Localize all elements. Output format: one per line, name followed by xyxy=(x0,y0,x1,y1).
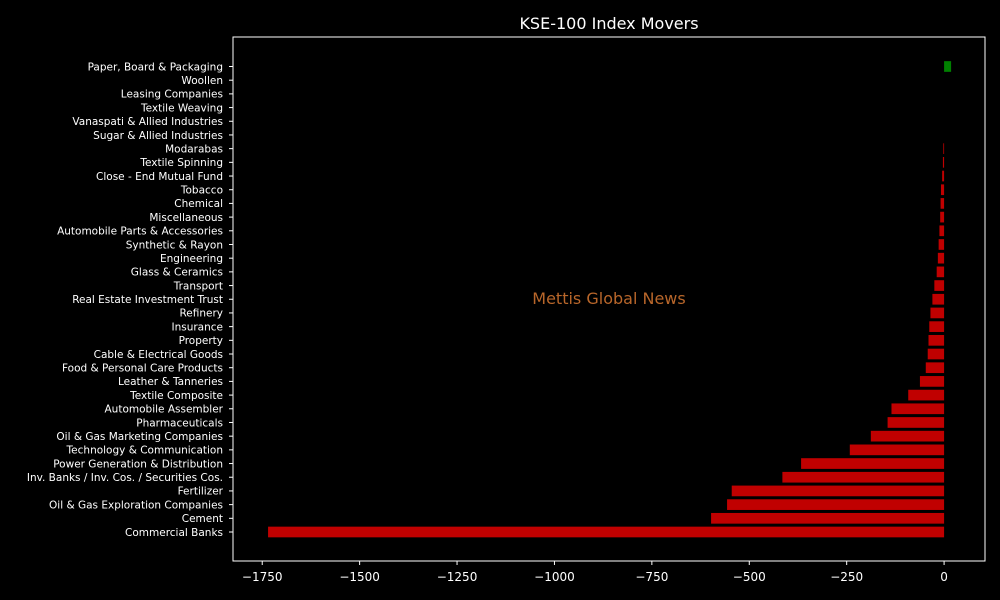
watermark-text: Mettis Global News xyxy=(532,289,685,308)
category-label: Real Estate Investment Trust xyxy=(72,294,223,306)
x-tick-label: −1250 xyxy=(437,570,478,584)
category-label: Automobile Parts & Accessories xyxy=(57,226,223,238)
category-label: Inv. Banks / Inv. Cos. / Securities Cos. xyxy=(27,472,223,484)
bar xyxy=(940,184,945,196)
category-label: Power Generation & Distribution xyxy=(53,458,223,470)
category-label: Sugar & Allied Industries xyxy=(93,130,223,142)
x-tick-label: −1500 xyxy=(339,570,380,584)
category-label: Fertilizer xyxy=(178,486,224,498)
category-label: Oil & Gas Marketing Companies xyxy=(56,431,223,443)
bar xyxy=(731,485,945,497)
bar xyxy=(938,239,945,250)
bar xyxy=(939,225,945,237)
bar xyxy=(925,362,945,374)
category-label: Oil & Gas Exploration Companies xyxy=(49,499,223,511)
bar xyxy=(727,499,945,510)
category-label: Cement xyxy=(182,513,223,525)
category-label: Leather & Tanneries xyxy=(118,376,223,388)
bar xyxy=(932,293,945,305)
bar xyxy=(940,211,945,223)
category-label: Pharmaceuticals xyxy=(136,417,223,429)
bar xyxy=(268,526,945,538)
category-label: Property xyxy=(179,335,223,347)
bar xyxy=(782,471,945,483)
category-label: Automobile Assembler xyxy=(105,404,224,416)
category-label: Tobacco xyxy=(180,185,223,197)
category-label: Food & Personal Care Products xyxy=(62,363,223,375)
bar xyxy=(940,198,945,209)
category-label: Textile Weaving xyxy=(140,102,223,114)
bar xyxy=(919,376,945,387)
category-label: Miscellaneous xyxy=(149,212,223,224)
bar xyxy=(943,143,945,154)
category-label: Chemical xyxy=(174,198,223,210)
x-axis-ticks: −1750 −1500 −1250 −1000 −750 −500 −250 0 xyxy=(242,561,948,584)
category-label: Textile Spinning xyxy=(139,157,223,169)
category-label: Modarabas xyxy=(165,143,223,155)
x-tick-label: −1000 xyxy=(534,570,575,584)
category-label: Synthetic & Rayon xyxy=(126,239,223,251)
bar xyxy=(927,348,945,360)
x-tick-label: 0 xyxy=(940,570,948,584)
x-tick-label: −750 xyxy=(635,570,668,584)
category-label: Leasing Companies xyxy=(121,89,223,101)
category-label: Technology & Communication xyxy=(66,445,223,457)
bar xyxy=(870,430,945,442)
category-label: Insurance xyxy=(171,321,223,333)
bar xyxy=(944,61,952,72)
bar xyxy=(937,252,945,264)
bar xyxy=(891,403,945,415)
bar xyxy=(934,280,945,291)
category-labels: Paper, Board & Packaging Woollen Leasing C… xyxy=(27,61,233,539)
category-label: Paper, Board & Packaging xyxy=(88,61,223,73)
category-label: Transport xyxy=(173,280,223,292)
category-label: Vanaspati & Allied Industries xyxy=(72,116,223,128)
bar xyxy=(936,266,945,278)
bar xyxy=(928,334,945,346)
category-label: Close - End Mutual Fund xyxy=(96,171,223,183)
category-label: Woollen xyxy=(181,75,223,87)
bar xyxy=(930,307,945,319)
bar xyxy=(801,458,945,469)
bars-layer xyxy=(268,61,952,538)
category-label: Commercial Banks xyxy=(125,527,223,539)
x-tick-label: −500 xyxy=(733,570,766,584)
bar xyxy=(929,321,945,332)
chart-title: KSE-100 Index Movers xyxy=(519,14,698,33)
bar xyxy=(887,417,945,428)
bar xyxy=(711,512,945,524)
category-label: Textile Composite xyxy=(129,390,223,402)
category-label: Glass & Ceramics xyxy=(131,267,223,279)
x-tick-label: −1750 xyxy=(242,570,283,584)
bar xyxy=(849,444,945,456)
bar xyxy=(942,156,945,168)
bar xyxy=(942,170,945,182)
bar xyxy=(908,389,945,401)
category-label: Engineering xyxy=(160,253,223,265)
x-tick-label: −250 xyxy=(830,570,863,584)
category-label: Refinery xyxy=(179,308,223,320)
category-label: Cable & Electrical Goods xyxy=(94,349,223,361)
